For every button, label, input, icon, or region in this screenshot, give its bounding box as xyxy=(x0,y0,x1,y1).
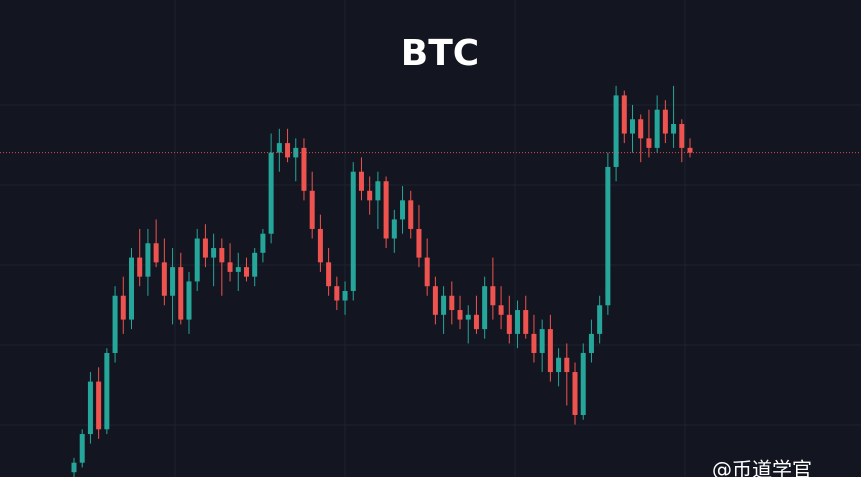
candle-body xyxy=(408,200,414,229)
candle-body xyxy=(605,166,611,306)
candle-body xyxy=(646,138,652,148)
candle-body xyxy=(342,290,348,301)
candle-body xyxy=(350,171,356,291)
candle-body xyxy=(178,267,184,320)
candle-body xyxy=(572,372,578,415)
candle-body xyxy=(490,286,496,306)
candle-body xyxy=(375,181,381,201)
candle-body xyxy=(112,295,118,353)
candle-body xyxy=(194,238,200,282)
candle-body xyxy=(482,286,488,330)
candle-body xyxy=(161,262,167,296)
candle-body xyxy=(400,200,406,220)
candle-body xyxy=(358,171,364,191)
candle-body xyxy=(515,310,521,334)
candle-body xyxy=(383,181,389,239)
candle-body xyxy=(243,267,249,277)
candle-body xyxy=(531,333,537,353)
candle-body xyxy=(309,190,315,229)
candle-body xyxy=(391,219,397,239)
candle-body xyxy=(687,147,693,153)
candle-body xyxy=(654,109,660,148)
candle-body xyxy=(547,329,553,373)
candle-body xyxy=(170,267,176,296)
candle-body xyxy=(153,243,159,263)
candle-body xyxy=(367,190,373,201)
candle-body xyxy=(285,143,291,158)
candle-body xyxy=(449,295,455,311)
candle-body xyxy=(326,262,332,287)
candle-body xyxy=(424,257,430,287)
candle-body xyxy=(613,95,619,167)
candle-body xyxy=(506,314,512,334)
candle-body xyxy=(219,248,225,263)
candle-body xyxy=(293,147,299,158)
candle-body xyxy=(588,333,594,353)
candles xyxy=(0,85,861,477)
candle-body xyxy=(539,329,545,353)
candle-body xyxy=(317,228,323,263)
candle-body xyxy=(465,314,471,320)
candle-body xyxy=(457,310,463,320)
candle-body xyxy=(621,95,627,134)
candle-body xyxy=(334,286,340,301)
candle-body xyxy=(211,248,217,258)
candle-body xyxy=(202,238,208,258)
candle-body xyxy=(186,281,192,320)
candle-body xyxy=(473,314,479,330)
candle-body xyxy=(268,152,274,234)
candle-body xyxy=(597,305,603,334)
candle-body xyxy=(564,357,570,373)
candle-body xyxy=(227,262,233,272)
candle-body xyxy=(556,357,562,373)
candle-body xyxy=(79,434,85,463)
candle-body xyxy=(145,243,151,277)
candle-body xyxy=(104,352,110,430)
candle-body xyxy=(276,143,282,153)
candle-body xyxy=(671,124,677,134)
candle-body xyxy=(432,286,438,315)
candle-body xyxy=(235,267,241,272)
candle-body xyxy=(128,257,134,320)
candle-body xyxy=(71,462,77,473)
candle-body xyxy=(87,381,93,435)
watermark: @币道学官 xyxy=(712,458,812,477)
candle-body xyxy=(301,147,307,191)
candle-body xyxy=(630,119,636,134)
candle-body xyxy=(638,119,644,139)
candle-body xyxy=(416,228,422,258)
candle-body xyxy=(96,381,102,430)
candle-body xyxy=(260,233,266,253)
candle-body xyxy=(498,305,504,315)
candle-body xyxy=(580,352,586,415)
candle-body xyxy=(523,310,529,334)
candle-body xyxy=(662,109,668,134)
candle-body xyxy=(252,252,258,277)
chart-title: BTC xyxy=(401,33,479,74)
candle-body xyxy=(137,257,143,277)
candle-body xyxy=(679,124,685,148)
candle-body xyxy=(120,295,126,320)
candle-body xyxy=(441,295,447,315)
